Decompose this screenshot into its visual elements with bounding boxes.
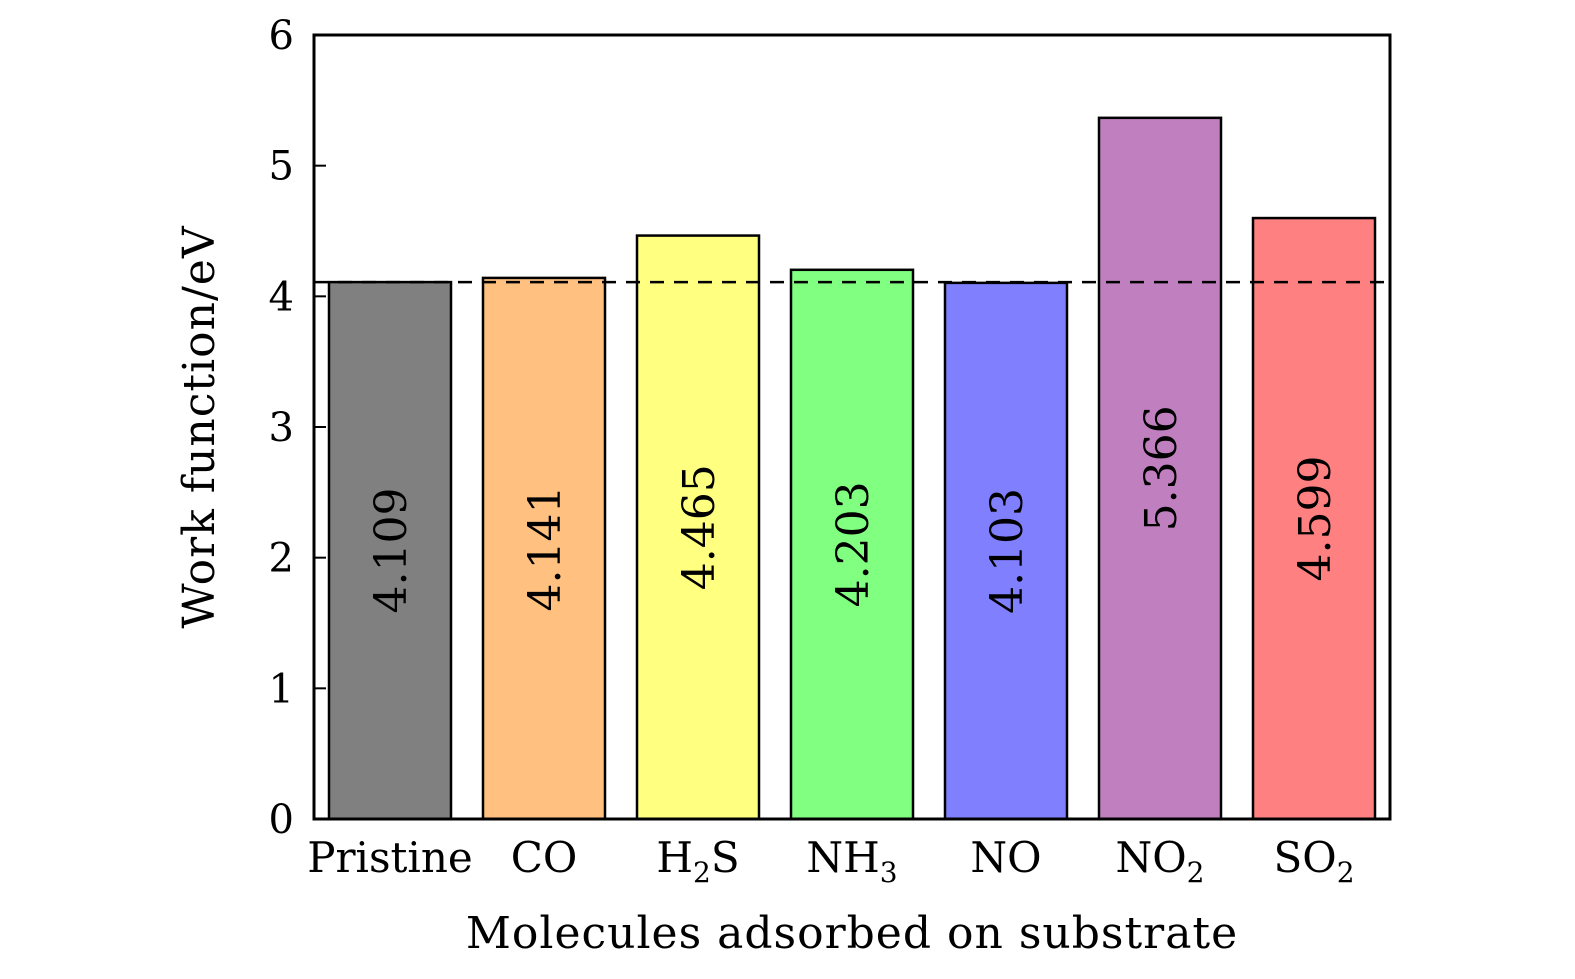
x-tick-label-main: SO bbox=[1273, 833, 1336, 882]
x-tick-label: CO bbox=[511, 833, 578, 882]
y-tick-label: 6 bbox=[269, 13, 294, 59]
bar bbox=[1097, 116, 1223, 821]
y-tick-label: 4 bbox=[269, 274, 294, 320]
x-tick-label-subscript: 2 bbox=[1187, 856, 1205, 889]
x-tick-label: Pristine bbox=[307, 833, 473, 882]
x-tick-label-main: NO bbox=[970, 833, 1041, 882]
x-axis-title: Molecules adsorbed on substrate bbox=[466, 908, 1238, 959]
x-tick-label-main: NH bbox=[806, 833, 879, 882]
x-tick-label-tail: S bbox=[711, 833, 740, 882]
x-tick-label-subscript: 2 bbox=[1337, 856, 1355, 889]
x-tick-label: NH3 bbox=[806, 833, 897, 889]
x-tick-label-main: CO bbox=[511, 833, 578, 882]
bar bbox=[635, 234, 761, 821]
y-axis-title: Work function/eV bbox=[174, 225, 225, 628]
y-tick-label: 1 bbox=[269, 666, 294, 712]
bar-value-label: 4.465 bbox=[674, 464, 725, 590]
x-axis: Pristine CO H2S NH3 NO NO2 SO2 bbox=[307, 833, 1354, 889]
bar-value-label: 5.366 bbox=[1136, 405, 1187, 531]
bar bbox=[327, 280, 453, 821]
value-labels-layer: 4.109 4.141 4.465 4.203 4.103 5.366 4.599 bbox=[366, 405, 1341, 613]
x-tick-label-main: H bbox=[656, 833, 693, 882]
x-tick-label-subscript: 2 bbox=[693, 856, 711, 889]
bar-value-label: 4.203 bbox=[828, 481, 879, 607]
bar-value-label: 4.109 bbox=[366, 488, 417, 614]
x-tick-label: SO2 bbox=[1273, 833, 1354, 889]
y-tick-label: 0 bbox=[269, 797, 294, 843]
y-tick-label: 3 bbox=[269, 405, 294, 451]
x-tick-label: H2S bbox=[656, 833, 739, 889]
x-tick-label: NO2 bbox=[1115, 833, 1204, 889]
y-axis: 0 1 2 3 4 5 6 bbox=[269, 13, 326, 843]
bar bbox=[943, 281, 1069, 821]
bar-value-label: 4.141 bbox=[520, 485, 571, 611]
bar bbox=[789, 268, 915, 821]
y-tick-label: 5 bbox=[269, 144, 294, 190]
bar-value-label: 4.599 bbox=[1290, 456, 1341, 582]
x-tick-label-main: NO bbox=[1115, 833, 1186, 882]
x-tick-label: NO bbox=[970, 833, 1041, 882]
bar-value-label: 4.103 bbox=[982, 488, 1033, 614]
bars-layer bbox=[327, 116, 1377, 821]
y-tick-label: 2 bbox=[269, 536, 294, 582]
bar bbox=[481, 276, 607, 821]
x-tick-label-main: Pristine bbox=[307, 833, 473, 882]
x-tick-label-subscript: 3 bbox=[880, 856, 898, 889]
